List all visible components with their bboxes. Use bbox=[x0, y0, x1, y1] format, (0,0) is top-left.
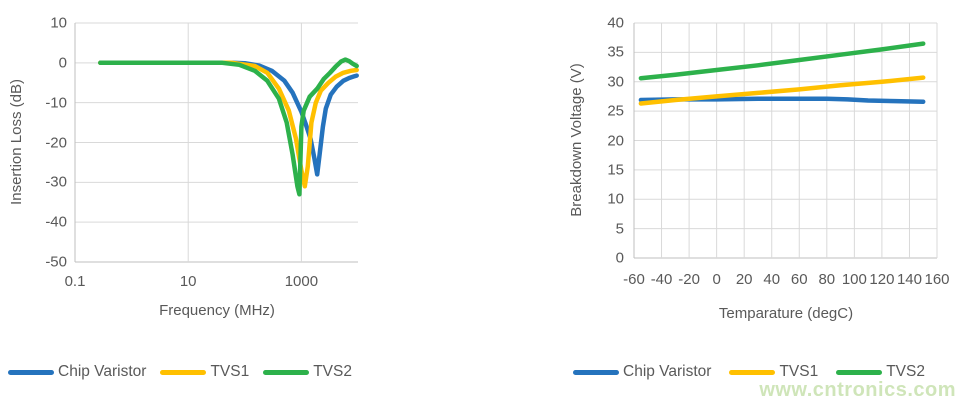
legend: Chip Varistor TVS1 TVS2 bbox=[573, 363, 925, 381]
y-tick-label: 0 bbox=[58, 54, 67, 72]
y-tick-label: 30 bbox=[607, 73, 624, 91]
x-axis-title: Frequency (MHz) bbox=[159, 302, 275, 319]
legend-label: TVS2 bbox=[886, 363, 925, 380]
y-tick-label: 10 bbox=[607, 190, 624, 208]
x-tick-label: 20 bbox=[735, 271, 753, 288]
x-tick-label: 100 bbox=[841, 271, 867, 288]
legend-swatch-tvs1 bbox=[160, 369, 207, 375]
x-axis-title: Temparature (degC) bbox=[718, 305, 854, 322]
x-tick-label: -40 bbox=[650, 271, 673, 288]
legend-item-tvs2: TVS2 bbox=[836, 363, 925, 381]
legend-item-chip-varistor: Chip Varistor bbox=[573, 363, 711, 381]
x-tick-label: -60 bbox=[623, 271, 645, 288]
y-tick-label: -50 bbox=[45, 253, 67, 271]
x-tick-label: 1000 bbox=[284, 273, 319, 290]
y-tick-label: 10 bbox=[50, 14, 67, 32]
legend-item-tvs1: TVS1 bbox=[729, 363, 818, 381]
x-tick-label: 160 bbox=[924, 271, 950, 288]
y-tick-label: 20 bbox=[607, 132, 624, 149]
y-tick-label: 25 bbox=[607, 102, 624, 120]
y-tick-label: 15 bbox=[607, 161, 624, 179]
legend-item-tvs2: TVS2 bbox=[263, 363, 352, 381]
y-tick-label: -40 bbox=[45, 213, 67, 231]
legend-item-chip-varistor: Chip Varistor bbox=[8, 363, 146, 381]
y-tick-label: 35 bbox=[607, 43, 624, 61]
legend-swatch-tvs2 bbox=[836, 369, 883, 375]
legend-label: Chip Varistor bbox=[623, 363, 712, 380]
x-tick-label: 140 bbox=[896, 271, 922, 288]
x-tick-label: 120 bbox=[869, 271, 895, 288]
watermark-text: www.cntronics.com bbox=[759, 379, 956, 401]
legend-swatch-chip-varistor bbox=[573, 369, 619, 375]
series-line-tvs2 bbox=[638, 41, 926, 81]
legend-swatch-tvs2 bbox=[263, 369, 310, 375]
y-tick-label: -30 bbox=[45, 173, 67, 191]
x-tick-label: 0 bbox=[712, 271, 721, 288]
series-line-tvs1 bbox=[638, 75, 926, 106]
legend: Chip Varistor TVS1 TVS2 bbox=[8, 363, 352, 381]
x-tick-label: 0.1 bbox=[64, 273, 86, 290]
legend-label: TVS1 bbox=[779, 363, 819, 380]
series-line-chip-varistor bbox=[98, 60, 359, 177]
x-tick-label: 60 bbox=[790, 271, 808, 288]
legend-swatch-tvs1 bbox=[729, 369, 776, 375]
legend-swatch-chip-varistor bbox=[8, 369, 54, 375]
y-axis-title: Breakdown Voltage (V) bbox=[567, 63, 585, 217]
x-tick-label: 80 bbox=[818, 271, 836, 288]
series-line-tvs2 bbox=[98, 57, 359, 197]
legend-label: TVS2 bbox=[313, 363, 352, 380]
y-tick-label: 40 bbox=[607, 14, 624, 32]
y-axis-title: Insertion Loss (dB) bbox=[7, 79, 25, 205]
y-tick-label: 0 bbox=[615, 249, 624, 267]
y-tick-label: -20 bbox=[45, 134, 67, 151]
x-tick-label: 40 bbox=[763, 271, 781, 288]
legend-label: TVS1 bbox=[210, 363, 250, 380]
legend-label: Chip Varistor bbox=[58, 363, 147, 380]
y-tick-label: 5 bbox=[615, 220, 624, 238]
x-tick-label: -20 bbox=[678, 271, 700, 288]
y-tick-label: -10 bbox=[45, 94, 67, 112]
x-tick-label: 10 bbox=[179, 273, 197, 290]
legend-item-tvs1: TVS1 bbox=[160, 363, 249, 381]
